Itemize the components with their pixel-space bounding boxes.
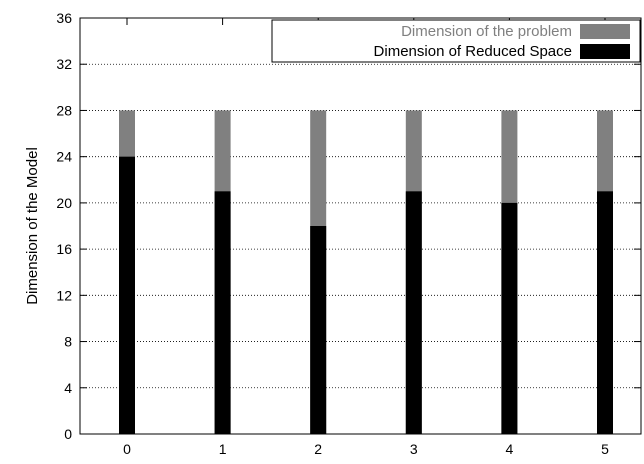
bar-reduced-space — [597, 191, 613, 434]
bar-reduced-space — [214, 191, 231, 434]
legend-swatch — [580, 24, 630, 39]
grid-lines — [80, 63, 641, 389]
x-tick-label: 1 — [219, 441, 227, 457]
plot-frame — [79, 17, 642, 435]
y-tick-label: 4 — [64, 380, 72, 396]
y-tick-label: 24 — [56, 149, 72, 165]
legend-label: Dimension of Reduced Space — [374, 43, 572, 60]
x-tick-label: 4 — [506, 441, 514, 457]
y-tick-label: 28 — [56, 102, 72, 118]
legend-label: Dimension of the problem — [401, 23, 572, 40]
x-tick-label: 3 — [410, 441, 418, 457]
bar-reduced-space — [405, 191, 422, 434]
y-tick-label: 16 — [56, 241, 72, 257]
bar-reduced-space — [119, 156, 135, 434]
bar-reduced-space — [501, 202, 518, 434]
x-tick-label: 2 — [314, 441, 322, 457]
bar-reduced-space — [310, 226, 327, 434]
x-tick-label: 5 — [601, 441, 609, 457]
x-tick-label: 0 — [123, 441, 131, 457]
y-tick-label: 20 — [56, 195, 72, 211]
bars — [119, 110, 613, 434]
legend: Dimension of the problem Dimension of Red… — [271, 19, 641, 63]
y-tick-label: 8 — [64, 334, 72, 350]
y-axis-label: Dimension of the Model — [24, 147, 41, 305]
legend-swatch — [580, 44, 630, 59]
y-tick-label: 0 — [64, 426, 72, 442]
legend-box — [271, 19, 641, 63]
y-tick-label: 12 — [56, 287, 72, 303]
y-tick-label: 32 — [56, 56, 72, 72]
y-tick-label: 36 — [56, 10, 72, 26]
